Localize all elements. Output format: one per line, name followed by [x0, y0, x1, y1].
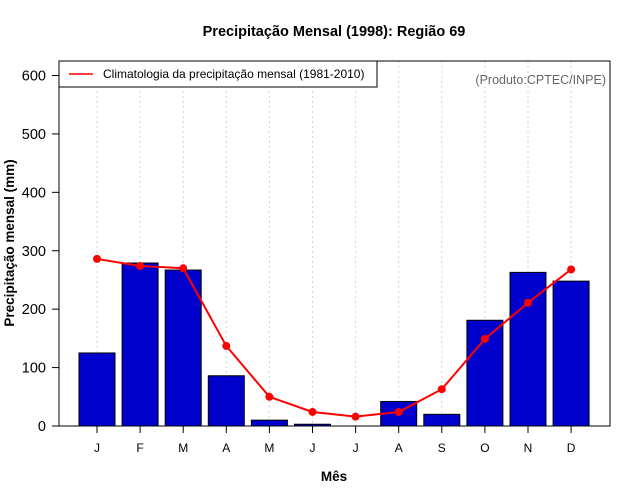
bar-10: [509, 271, 547, 427]
y-tick-label: 500: [22, 127, 46, 143]
y-tick-label: 0: [38, 419, 46, 435]
x-tick-label: A: [395, 441, 403, 455]
y-tick-label: 600: [22, 69, 46, 85]
x-tick-label: A: [222, 441, 230, 455]
y-axis-label: Precipitação mensal (mm): [2, 159, 17, 326]
x-tick-label: J: [310, 441, 316, 455]
climatology-point-9: [480, 334, 489, 343]
x-tick-label: F: [136, 441, 143, 455]
x-tick-label: N: [524, 441, 533, 455]
climatology-point-0: [93, 254, 101, 263]
y-tick-label: 200: [22, 302, 46, 318]
bar-3: [207, 375, 245, 427]
grid: [96, 61, 572, 426]
x-tick-label: M: [178, 441, 188, 455]
y-axis: 0 100 200 300 400 500 600: [22, 69, 60, 435]
y-tick-label: 400: [22, 185, 46, 201]
climatology-line: [93, 254, 576, 421]
climatology-point-5: [308, 407, 317, 416]
x-tick-label: O: [480, 441, 489, 455]
bar-8: [423, 413, 461, 427]
climatology-point-2: [179, 264, 188, 273]
climatology-point-3: [222, 341, 231, 350]
x-tick-label: M: [264, 441, 274, 455]
x-tick-label: J: [94, 441, 100, 455]
bar-2: [164, 269, 202, 427]
legend-entry-climatology: Climatologia da precipitação mensal (198…: [103, 67, 364, 81]
y-tick-label: 100: [22, 361, 46, 377]
x-tick-label: D: [567, 441, 576, 455]
climatology-point-4: [265, 392, 274, 401]
climatology-point-8: [437, 385, 446, 394]
legend-box: [58, 60, 378, 88]
climatology-point-10: [524, 298, 532, 307]
bar-4: [250, 419, 288, 427]
climatology-point-7: [394, 407, 403, 416]
bar-0: [78, 352, 116, 427]
x-tick-label: S: [438, 441, 446, 455]
x-axis-label: Mês: [321, 469, 347, 484]
bar-1: [121, 262, 159, 427]
climatology-point-1: [136, 261, 145, 270]
x-tick-label: J: [353, 441, 359, 455]
climatology-point-6: [351, 412, 360, 421]
climatology-point-11: [567, 265, 576, 274]
y-tick-label: 300: [22, 244, 46, 260]
chart-title: Precipitação Mensal (1998): Região 69: [203, 24, 466, 40]
legend: Climatologia da precipitação mensal (198…: [58, 60, 378, 88]
bar-11: [552, 280, 590, 427]
climatology-polyline: [96, 257, 572, 418]
credit-annotation: (Produto:CPTEC/INPE): [475, 73, 606, 87]
bars: [78, 262, 590, 427]
